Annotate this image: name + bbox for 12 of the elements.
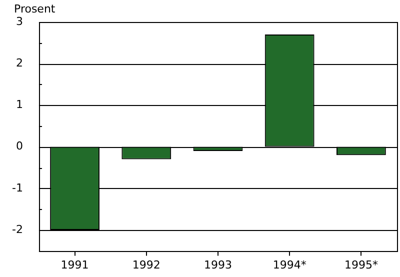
y-tick-label: -1 xyxy=(12,181,23,194)
x-tick-label: 1992 xyxy=(132,258,160,272)
y-axis-title: Prosent xyxy=(14,2,56,16)
y-tick-label: 3 xyxy=(16,14,23,28)
y-tick-label: 2 xyxy=(16,56,23,70)
y-tick-label: 1 xyxy=(16,98,23,112)
y-tick-label: -2 xyxy=(12,222,23,236)
y-tick-label: 0 xyxy=(16,140,23,153)
x-tick-label: 1994* xyxy=(272,258,307,272)
x-tick-label: 1993 xyxy=(204,258,232,272)
x-tick-label: 1995* xyxy=(344,258,378,272)
x-tick-label: 1991 xyxy=(60,258,89,272)
